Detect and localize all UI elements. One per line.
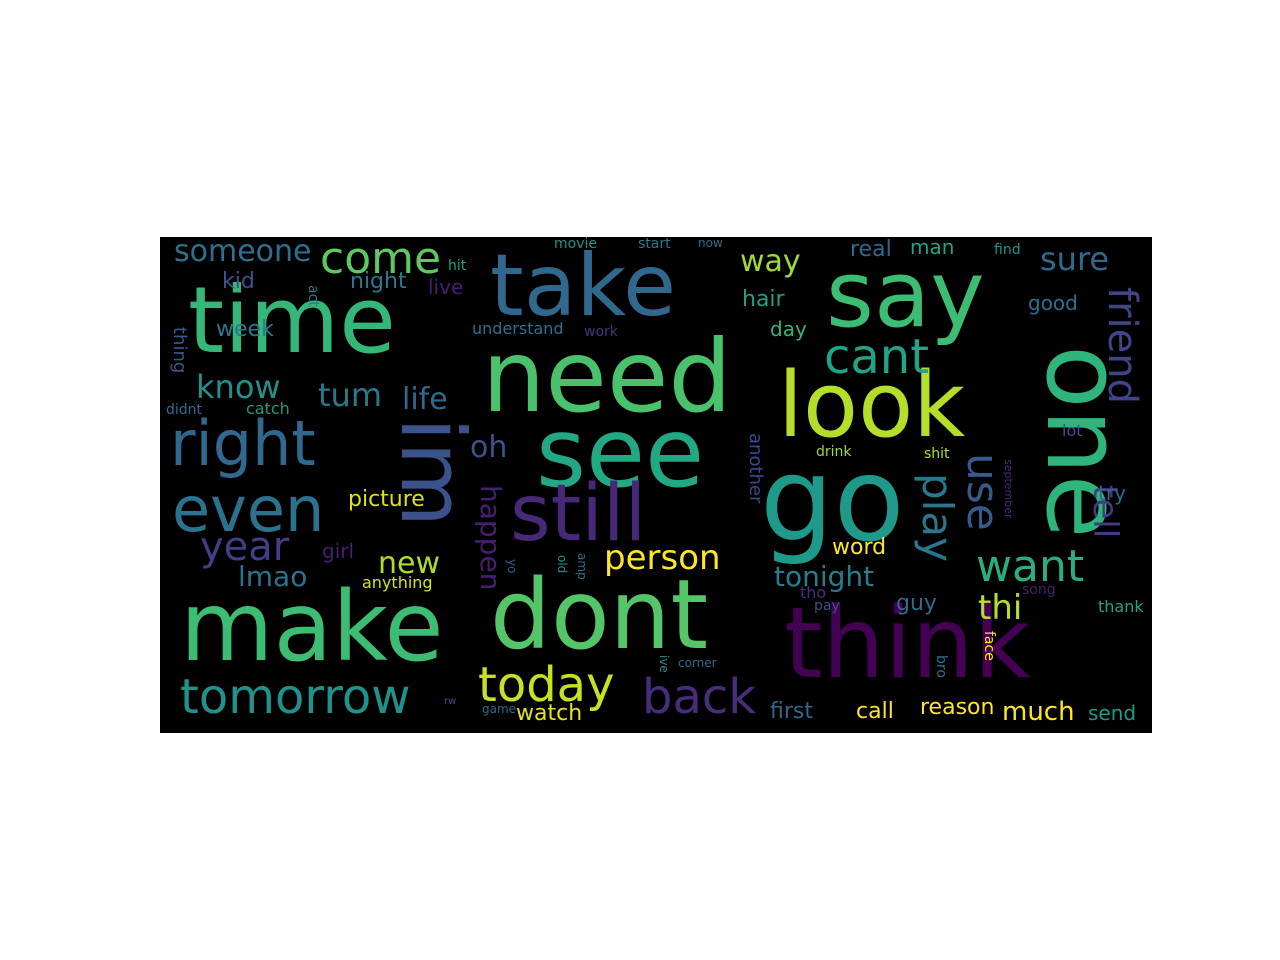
cloud-word: reason — [920, 695, 995, 720]
cloud-word: think — [784, 587, 1031, 701]
cloud-word: call — [856, 699, 894, 724]
cloud-word: ive — [657, 655, 670, 673]
cloud-word: come — [320, 237, 442, 284]
cloud-word: sure — [1040, 240, 1110, 278]
cloud-word: girl — [322, 539, 355, 563]
cloud-word: want — [976, 541, 1085, 592]
cloud-word: see — [536, 397, 705, 509]
cloud-word: oh — [470, 430, 508, 465]
cloud-word: know — [196, 368, 281, 406]
cloud-word: old — [555, 555, 568, 574]
cloud-word: word — [832, 535, 887, 560]
cloud-word: tonight — [774, 560, 875, 593]
cloud-word: even — [172, 473, 325, 546]
cloud-word: time — [188, 267, 396, 374]
cloud-word: pay — [814, 598, 840, 614]
cloud-word: say — [826, 241, 985, 348]
cloud-word: lot — [1062, 421, 1083, 440]
cloud-word: another — [745, 433, 764, 504]
cloud-word: thing — [169, 327, 188, 374]
cloud-word: find — [994, 242, 1021, 258]
cloud-word: live — [428, 275, 464, 299]
cloud-word: hit — [448, 258, 467, 274]
word-cloud-canvas: time take say need see look one go im st… — [160, 237, 1152, 733]
cloud-word: cant — [824, 329, 930, 385]
cloud-word: tho — [800, 583, 827, 602]
cloud-word: dont — [490, 559, 709, 671]
cloud-word: drink — [816, 444, 852, 460]
cloud-word: understand — [472, 319, 564, 338]
cloud-word: work — [584, 324, 618, 340]
cloud-word: hair — [742, 287, 785, 312]
cloud-word: watch — [516, 701, 583, 726]
cloud-word: thank — [1098, 597, 1144, 616]
cloud-word: still — [510, 469, 647, 559]
cloud-word: play — [913, 473, 958, 562]
cloud-word: make — [180, 571, 444, 683]
cloud-word: happen — [474, 485, 504, 591]
cloud-word: anything — [362, 573, 433, 592]
cloud-word: night — [350, 269, 407, 294]
cloud-word: song — [1022, 582, 1056, 598]
cloud-word: person — [604, 538, 721, 578]
cloud-word: corner — [678, 656, 717, 670]
cloud-word: didnt — [166, 402, 203, 418]
cloud-word: use — [960, 453, 1004, 531]
cloud-word: first — [770, 699, 813, 724]
cloud-word: tomorrow — [180, 669, 411, 725]
cloud-word: guy — [896, 591, 937, 616]
cloud-word: september — [1002, 459, 1014, 519]
cloud-word: tum — [318, 376, 382, 414]
cloud-word: tell — [1086, 485, 1122, 539]
cloud-word: start — [638, 237, 671, 252]
cloud-word: today — [478, 657, 615, 713]
cloud-word: thi — [978, 588, 1023, 628]
cloud-word: now — [698, 237, 723, 250]
cloud-word: back — [642, 669, 757, 725]
cloud-word: take — [490, 237, 677, 336]
cloud-word: face — [981, 631, 996, 661]
cloud-word: way — [740, 244, 801, 279]
cloud-word: look — [778, 353, 966, 458]
cloud-word: need — [482, 318, 732, 435]
cloud-word: much — [1002, 697, 1075, 727]
cloud-word: new — [378, 546, 441, 581]
cloud-word: picture — [348, 487, 425, 512]
cloud-word: one — [1023, 345, 1136, 535]
cloud-word: week — [216, 317, 274, 342]
cloud-word: day — [770, 317, 807, 341]
cloud-word: kid — [222, 269, 255, 294]
cloud-word: amp — [575, 553, 588, 580]
cloud-word: rw — [444, 696, 457, 707]
cloud-word: friend — [1099, 287, 1142, 404]
cloud-word: catch — [246, 399, 290, 418]
cloud-word: year — [200, 524, 290, 570]
cloud-word: someone — [174, 237, 312, 269]
cloud-word: act — [305, 285, 320, 307]
cloud-word: send — [1088, 701, 1137, 725]
cloud-word: try — [1098, 481, 1126, 505]
cloud-word: good — [1028, 291, 1078, 315]
cloud-word: im — [396, 417, 476, 528]
cloud-word: go — [760, 433, 905, 568]
cloud-word: right — [170, 407, 316, 480]
cloud-word: lmao — [238, 560, 308, 593]
cloud-word: yo — [505, 559, 518, 574]
cloud-word: movie — [554, 237, 597, 252]
cloud-word: game — [482, 702, 517, 716]
cloud-word: shit — [924, 446, 950, 462]
cloud-word: man — [910, 237, 955, 259]
cloud-word: bro — [933, 655, 948, 678]
cloud-word: real — [850, 237, 892, 262]
cloud-word: life — [402, 382, 448, 417]
